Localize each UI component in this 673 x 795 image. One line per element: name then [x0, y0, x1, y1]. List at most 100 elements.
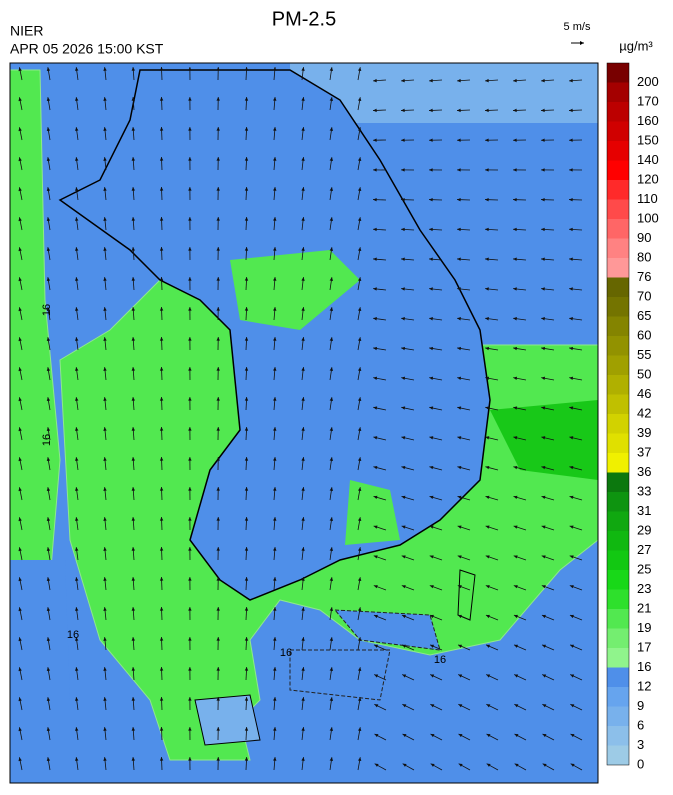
- wind-arrowhead: [46, 607, 51, 612]
- wind-arrowhead: [402, 674, 407, 678]
- wind-arrowhead: [244, 97, 249, 101]
- wind-arrowhead: [485, 227, 489, 232]
- colorbar-label: 60: [637, 327, 651, 342]
- wind-arrowhead: [301, 637, 305, 641]
- wind-arrowhead: [485, 78, 489, 83]
- wind-arrowhead: [216, 97, 220, 101]
- wind-arrowhead: [216, 757, 220, 761]
- wind-arrowhead: [329, 247, 334, 251]
- wind-arrowhead: [373, 495, 378, 500]
- wind-arrowhead: [357, 727, 362, 732]
- wind-arrowhead: [457, 376, 462, 380]
- wind-arrowhead: [244, 277, 249, 281]
- wind-arrowhead: [18, 727, 22, 732]
- wind-arrowhead: [216, 307, 220, 311]
- wind-arrowhead: [159, 307, 164, 311]
- wind-arrowhead: [429, 585, 434, 589]
- wind-arrowhead: [430, 763, 435, 767]
- wind-arrowhead: [188, 607, 192, 611]
- wind-arrowhead: [541, 197, 545, 202]
- wind-arrowhead: [75, 697, 79, 701]
- wind-arrowhead: [273, 277, 277, 281]
- wind-arrowhead: [301, 397, 305, 401]
- wind-arrowhead: [244, 457, 249, 461]
- wind-arrowhead: [373, 555, 378, 559]
- colorbar-segment: [607, 531, 629, 551]
- wind-arrowhead: [75, 247, 79, 251]
- wind-arrowhead: [75, 97, 79, 101]
- wind-arrowhead: [429, 197, 433, 202]
- colorbar-segment: [607, 121, 629, 141]
- wind-arrowhead: [457, 197, 461, 202]
- wind-arrowhead: [103, 307, 107, 311]
- blue-patch: [289, 649, 391, 701]
- wind-arrowhead: [46, 217, 51, 222]
- colorbar-segment: [607, 199, 629, 219]
- wind-arrowhead: [301, 607, 305, 611]
- wind-arrowhead: [401, 108, 405, 113]
- wind-arrowhead: [273, 397, 277, 401]
- wind-arrowhead: [357, 547, 362, 552]
- wind-arrowhead: [357, 337, 362, 342]
- colorbar-label: 36: [637, 464, 651, 479]
- wind-arrowhead: [329, 607, 334, 611]
- wind-arrowhead: [357, 517, 362, 522]
- wind-arrowhead: [46, 517, 51, 522]
- colorbar-segment: [607, 355, 629, 375]
- contour-label: 16: [434, 654, 446, 666]
- wind-arrowhead: [513, 346, 518, 351]
- wind-arrowhead: [329, 367, 334, 371]
- wind-arrowhead: [46, 187, 51, 192]
- wind-arrowhead: [329, 397, 334, 401]
- wind-arrowhead: [485, 197, 489, 202]
- wind-arrowhead: [329, 547, 334, 551]
- wind-arrowhead: [457, 78, 461, 83]
- wind-arrowhead: [569, 614, 574, 619]
- wind-arrowhead: [103, 187, 107, 191]
- wind-arrowhead: [357, 457, 362, 462]
- colorbar-segment: [607, 453, 629, 473]
- wind-arrowhead: [159, 727, 164, 731]
- colorbar-label: 110: [637, 191, 658, 206]
- wind-arrowhead: [159, 637, 164, 641]
- wind-arrowhead: [357, 427, 362, 432]
- wind-arrowhead: [188, 97, 192, 101]
- colorbar-label: 160: [637, 113, 659, 128]
- wind-arrowhead: [357, 187, 362, 192]
- wind-arrowhead: [273, 637, 277, 641]
- wind-arrowhead: [273, 127, 277, 131]
- wind-arrowhead: [457, 555, 462, 559]
- wind-arrowhead: [401, 495, 406, 500]
- map: 16 16 16 16 16: [9, 62, 599, 784]
- jeju: [194, 694, 261, 746]
- wind-arrowhead: [103, 577, 107, 581]
- wind-arrowhead: [18, 97, 22, 102]
- wind-arrowhead: [244, 367, 249, 371]
- wind-arrowhead: [373, 197, 377, 202]
- wind-arrowhead: [513, 376, 518, 380]
- wind-arrowhead: [273, 337, 277, 341]
- wind-arrowhead: [159, 757, 164, 761]
- wind-arrowhead: [541, 78, 545, 83]
- wind-arrowhead: [103, 67, 107, 71]
- wind-arrowhead: [429, 108, 433, 113]
- wind-arrowhead: [357, 487, 362, 492]
- wind-arrowhead: [273, 757, 277, 761]
- wind-arrowhead: [329, 307, 334, 311]
- wind-arrowhead: [457, 108, 461, 113]
- wind-arrowhead: [159, 457, 164, 461]
- wind-arrowhead: [18, 697, 22, 702]
- wind-arrowhead: [373, 317, 377, 321]
- wind-arrowhead: [244, 157, 249, 161]
- colorbar-label: 16: [637, 659, 651, 674]
- wind-arrowhead: [18, 337, 22, 342]
- wind-arrowhead: [244, 67, 249, 71]
- colorbar-label: 140: [637, 152, 659, 167]
- wind-arrowhead: [513, 108, 517, 113]
- wind-arrowhead: [18, 667, 22, 672]
- wind-arrowhead: [457, 138, 461, 142]
- wind-arrowhead: [188, 457, 192, 461]
- wind-arrowhead: [401, 614, 406, 619]
- colorbar-segment: [607, 219, 629, 239]
- colorbar-segment: [607, 414, 629, 434]
